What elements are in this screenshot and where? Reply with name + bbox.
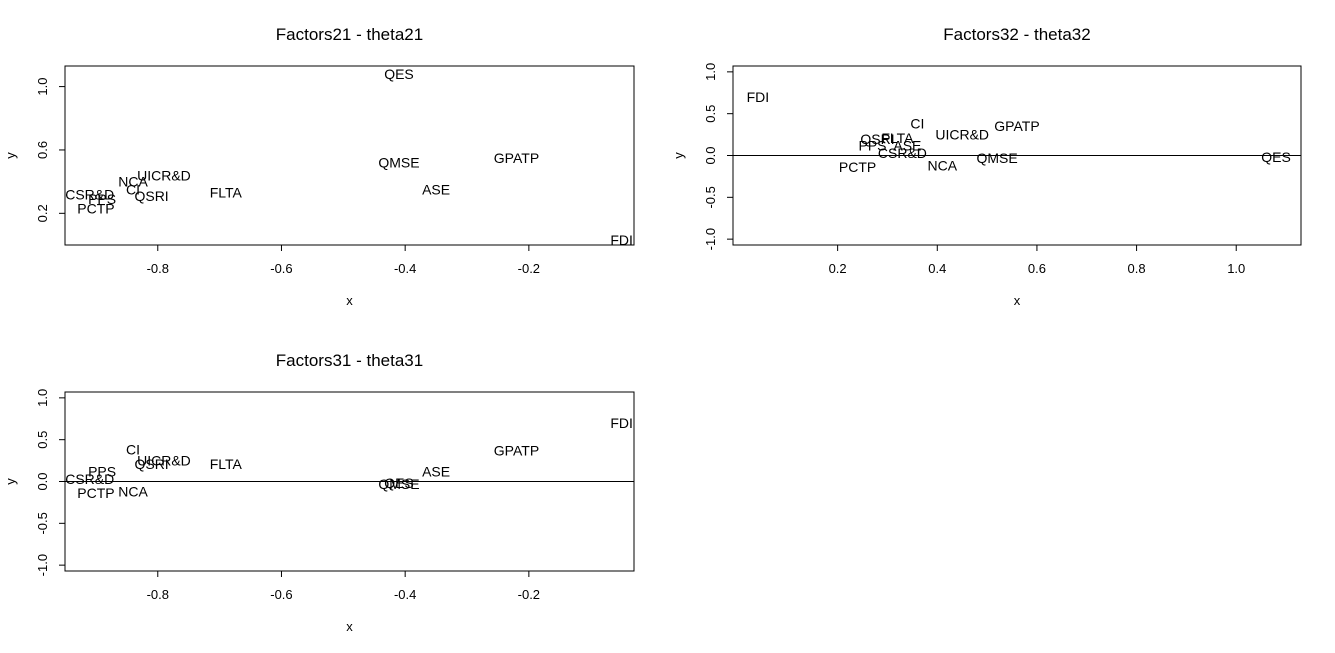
point-label: ASE	[422, 463, 450, 479]
point-label: PCTP	[77, 485, 114, 501]
point-label: CI	[126, 182, 140, 198]
point-label: FDI	[610, 232, 633, 248]
point-label: GPATP	[494, 443, 539, 459]
y-tick-label: -0.5	[703, 186, 718, 208]
point-label: QMSE	[378, 476, 419, 492]
point-label: ASE	[893, 137, 921, 153]
x-tick-label: -0.4	[394, 261, 416, 276]
point-label: FLTA	[881, 130, 914, 146]
point-label: QMSE	[976, 150, 1017, 166]
point-label: PCTP	[839, 159, 876, 175]
y-tick-label: 0.5	[35, 431, 50, 449]
point-label: QSRI	[860, 131, 894, 147]
y-tick-label: -0.5	[35, 512, 50, 534]
point-label: FLTA	[210, 185, 243, 201]
x-tick-label: -0.8	[147, 261, 169, 276]
y-axis-label: y	[3, 152, 18, 159]
point-label: NCA	[927, 158, 957, 174]
y-tick-label: 1.0	[35, 389, 50, 407]
plot-frame	[64, 65, 635, 246]
point-label: CSR&D	[65, 471, 114, 487]
point-label: PPS	[859, 137, 887, 153]
point-label: PPS	[88, 191, 116, 207]
point-label: CI	[910, 116, 924, 132]
point-label: FDI	[747, 89, 770, 105]
chart-panel-2: Factors32 - theta32 0.2 0.4 0.6 0.8 1.0 -1.0 -0…	[671, 25, 1302, 308]
y-axis-label: y	[3, 478, 18, 485]
point-label: QMSE	[378, 155, 419, 171]
chart-title: Factors21 - theta21	[276, 25, 423, 44]
x-axis-label: x	[346, 619, 353, 634]
y-tick-label: 1.0	[35, 78, 50, 96]
x-tick-label: -0.2	[518, 587, 540, 602]
x-axis-label: x	[1014, 293, 1021, 308]
point-label: PCTP	[77, 201, 114, 217]
point-label: CSR&D	[878, 145, 927, 161]
point-label: QSRI	[134, 456, 168, 472]
point-label: NCA	[118, 174, 148, 190]
y-tick-label: 0.5	[703, 105, 718, 123]
chart-title: Factors31 - theta31	[276, 351, 423, 370]
x-tick-label: -0.4	[394, 587, 416, 602]
point-label: ASE	[422, 182, 450, 198]
point-label: UICR&D	[935, 127, 989, 143]
x-tick-label: 0.4	[928, 261, 946, 276]
point-label: QES	[1261, 149, 1291, 165]
point-label: FLTA	[210, 456, 243, 472]
x-tick-label: 0.6	[1028, 261, 1046, 276]
point-label: PPS	[88, 463, 116, 479]
y-tick-label: 0.0	[703, 146, 718, 164]
point-label: GPATP	[994, 118, 1039, 134]
point-label: GPATP	[494, 150, 539, 166]
x-tick-label: -0.2	[518, 261, 540, 276]
x-tick-label: 0.8	[1128, 261, 1146, 276]
y-axis-label: y	[671, 152, 686, 159]
point-label: CSR&D	[65, 186, 114, 202]
chart-title: Factors32 - theta32	[943, 25, 1090, 44]
y-tick-label: 0.2	[35, 204, 50, 222]
y-tick-label: 1.0	[703, 63, 718, 81]
x-tick-label: -0.6	[270, 261, 292, 276]
point-label: CI	[126, 442, 140, 458]
y-tick-label: 0.6	[35, 141, 50, 159]
y-tick-label: -1.0	[35, 554, 50, 576]
chart-panel-1: Factors21 - theta21 -0.8 -0.6 -0.4 -0.2 0.2 0.…	[3, 25, 635, 308]
x-tick-label: -0.6	[270, 587, 292, 602]
point-label: NCA	[118, 484, 148, 500]
point-label: FDI	[610, 415, 633, 431]
chart-panel-3: Factors31 - theta31 -0.8 -0.6 -0.4 -0.2 -1.0 -…	[3, 351, 635, 634]
x-tick-label: 0.2	[829, 261, 847, 276]
y-tick-label: -1.0	[703, 228, 718, 250]
point-label: QES	[384, 66, 414, 82]
point-label: QSRI	[134, 188, 168, 204]
point-label: QES	[384, 475, 414, 491]
y-tick-label: 0.0	[35, 472, 50, 490]
x-tick-label: -0.8	[147, 587, 169, 602]
x-axis-label: x	[346, 293, 353, 308]
x-tick-label: 1.0	[1227, 261, 1245, 276]
point-label: UICR&D	[137, 167, 191, 183]
point-label: UICR&D	[137, 453, 191, 469]
